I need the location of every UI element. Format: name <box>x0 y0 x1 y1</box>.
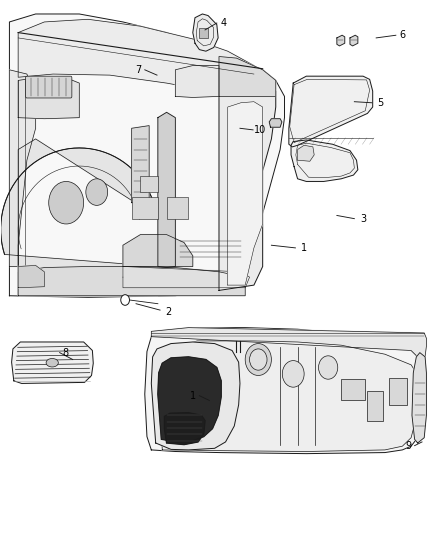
Polygon shape <box>145 328 426 454</box>
Polygon shape <box>193 14 218 51</box>
Polygon shape <box>18 266 245 296</box>
Polygon shape <box>123 266 250 288</box>
Polygon shape <box>132 126 149 203</box>
Polygon shape <box>1 139 158 296</box>
Polygon shape <box>350 35 358 46</box>
Bar <box>367 391 383 421</box>
Circle shape <box>245 344 272 375</box>
Text: 1: 1 <box>190 391 196 401</box>
Polygon shape <box>18 265 44 288</box>
Circle shape <box>250 349 267 370</box>
Polygon shape <box>18 78 79 119</box>
Text: 8: 8 <box>62 348 68 358</box>
Text: 9: 9 <box>406 441 412 451</box>
Polygon shape <box>151 342 240 450</box>
Text: 1: 1 <box>301 243 307 253</box>
Circle shape <box>49 181 84 224</box>
Polygon shape <box>164 413 205 445</box>
Bar <box>389 378 407 405</box>
Polygon shape <box>158 357 221 442</box>
Text: 6: 6 <box>399 30 406 41</box>
Polygon shape <box>151 328 426 364</box>
Polygon shape <box>159 341 420 451</box>
Polygon shape <box>412 353 426 443</box>
Text: 2: 2 <box>166 306 172 317</box>
Polygon shape <box>175 66 219 98</box>
Bar <box>199 28 208 38</box>
Text: 10: 10 <box>254 125 267 135</box>
Polygon shape <box>269 119 282 127</box>
Text: 5: 5 <box>378 98 384 108</box>
Polygon shape <box>297 146 314 161</box>
Text: 7: 7 <box>135 65 141 75</box>
Circle shape <box>318 356 338 379</box>
Polygon shape <box>10 70 35 266</box>
Text: 3: 3 <box>360 214 366 224</box>
Polygon shape <box>291 140 358 181</box>
Polygon shape <box>337 35 345 46</box>
Polygon shape <box>219 56 276 96</box>
FancyBboxPatch shape <box>25 76 72 98</box>
Bar <box>132 197 158 219</box>
Polygon shape <box>12 342 93 383</box>
Polygon shape <box>158 112 175 268</box>
Bar <box>341 379 365 400</box>
Polygon shape <box>228 102 263 285</box>
Text: 4: 4 <box>220 18 226 28</box>
Polygon shape <box>289 76 373 147</box>
Bar <box>141 176 158 192</box>
Circle shape <box>86 179 108 205</box>
Ellipse shape <box>46 359 58 367</box>
Polygon shape <box>123 235 193 266</box>
Polygon shape <box>18 19 276 96</box>
Polygon shape <box>10 14 285 297</box>
Circle shape <box>283 361 304 387</box>
Bar <box>166 197 188 219</box>
Circle shape <box>121 295 130 305</box>
Polygon shape <box>219 86 276 290</box>
